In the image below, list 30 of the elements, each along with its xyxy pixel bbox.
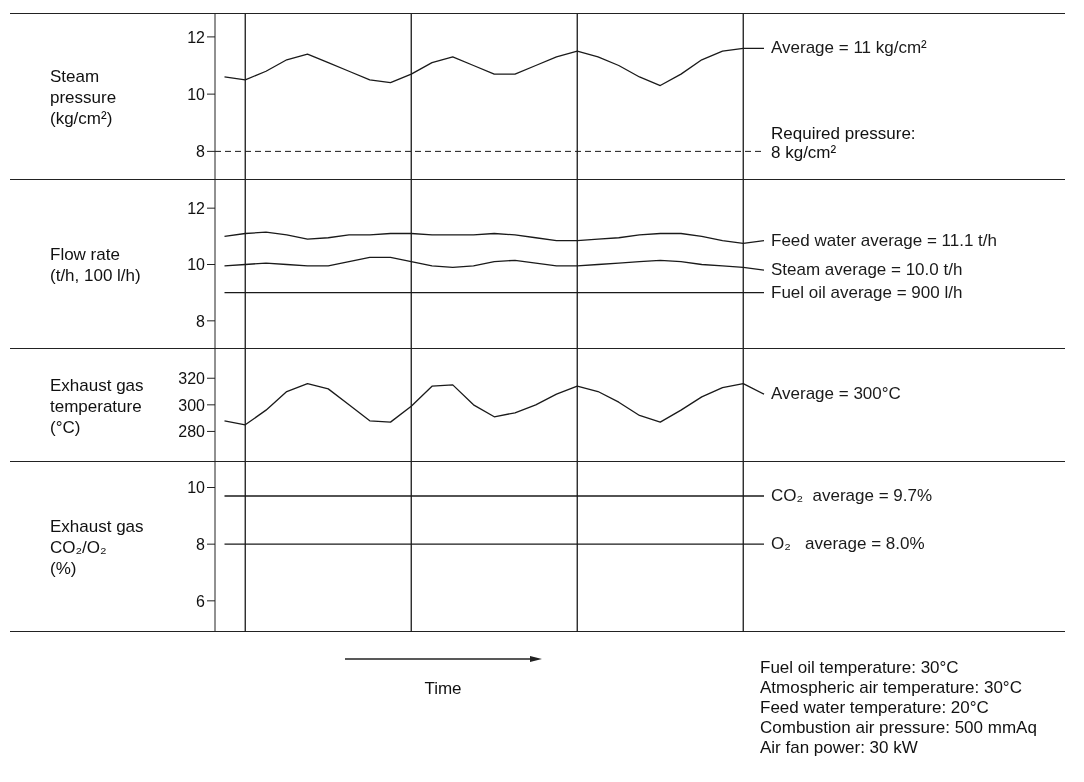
y-tick-label: 6 — [196, 592, 206, 610]
y-axis-title: Exhaust gas CO₂/O₂ (%) — [50, 515, 144, 579]
series-label: Average = 11 kg/cm² — [771, 38, 927, 59]
text: Air fan power: 30 kW — [760, 738, 919, 758]
text: Combustion air pressure: 500 mmAq — [760, 718, 1037, 738]
y-tick-label: 320 — [178, 369, 206, 387]
y-tick-label: 300 — [178, 396, 206, 414]
y-axis-title: Flow rate (t/h, 100 l/h) — [50, 243, 141, 286]
series-label: Average = 300°C — [771, 384, 901, 405]
y-tick-label: 12 — [187, 28, 206, 46]
y-axis-title: Exhaust gas temperature (°C) — [50, 374, 144, 437]
y-tick-label: 10 — [187, 256, 206, 274]
series-label: Fuel oil average = 900 l/h — [771, 282, 963, 303]
series-label: Steam average = 10.0 t/h — [771, 260, 963, 281]
y-tick-label: 8 — [196, 312, 206, 330]
series-label: CO₂ average = 9.7% — [771, 486, 933, 506]
y-tick-label: 8 — [196, 535, 206, 553]
y-tick-label: 280 — [178, 423, 206, 441]
text: Feed water temperature: 20°C — [760, 698, 990, 718]
y-axis-title: Steam pressure (kg/cm²) — [50, 65, 117, 129]
x-axis-title: Time — [423, 679, 463, 699]
ref-line-label: Required pressure: 8 kg/cm² — [771, 124, 916, 163]
series-label: Feed water average = 11.1 t/h — [771, 230, 998, 251]
y-tick-label: 12 — [187, 199, 206, 217]
text: Atmospheric air temperature: 30°C — [760, 678, 1023, 698]
y-tick-label: 10 — [187, 479, 206, 497]
y-tick-label: 8 — [196, 143, 206, 161]
series-label: O₂ average = 8.0% — [771, 534, 925, 555]
y-tick-label: 10 — [187, 85, 206, 103]
text: Fuel oil temperature: 30°C — [760, 658, 960, 678]
